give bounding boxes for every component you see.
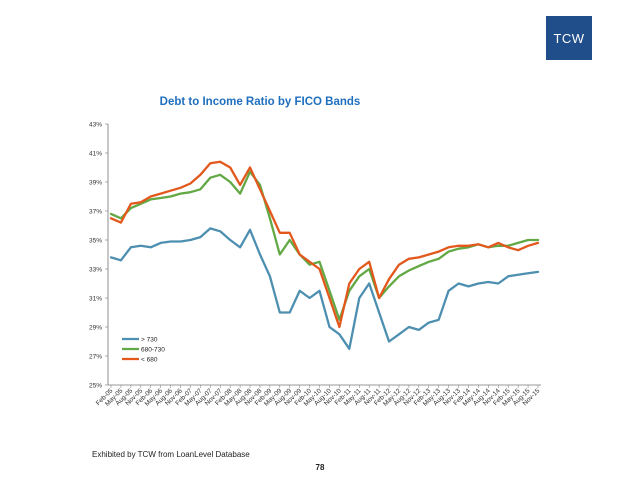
y-tick-label: 41% bbox=[89, 150, 102, 157]
chart-axes bbox=[107, 124, 541, 386]
y-tick-label: 25% bbox=[89, 382, 102, 389]
y-tick-label: 37% bbox=[89, 208, 102, 215]
x-axis-ticks: Feb-05May-05Aug-05Nov-05Feb-06May-06Aug-… bbox=[95, 385, 542, 408]
y-tick-label: 29% bbox=[89, 324, 102, 331]
chart-legend: > 730 680-730 < 680 bbox=[122, 336, 165, 363]
y-tick-label: 31% bbox=[89, 295, 102, 302]
y-tick-label: 39% bbox=[89, 179, 102, 186]
series-lines bbox=[109, 160, 540, 350]
legend-label: > 730 bbox=[141, 336, 158, 343]
page-number: 78 bbox=[315, 463, 325, 472]
y-tick-label: 27% bbox=[89, 353, 102, 360]
legend-label: 680-730 bbox=[141, 346, 165, 353]
source-note: Exhibited by TCW from LoanLevel Database bbox=[92, 450, 250, 459]
logo-text: TCW bbox=[553, 30, 585, 46]
y-tick-label: 35% bbox=[89, 237, 102, 244]
y-tick-label: 33% bbox=[89, 266, 102, 273]
y-axis-ticks: 25% 27% 29% 31% 33% 35% 37% 39% 41% 43% bbox=[89, 121, 108, 389]
series-line-1 bbox=[109, 170, 540, 321]
chart-title: Debt to Income Ratio by FICO Bands bbox=[159, 96, 361, 108]
series-line-2 bbox=[109, 160, 540, 329]
series-line-0 bbox=[109, 227, 540, 350]
y-tick-label: 43% bbox=[89, 121, 102, 128]
tcw-logo: TCW bbox=[546, 16, 592, 60]
legend-label: < 680 bbox=[141, 356, 158, 363]
